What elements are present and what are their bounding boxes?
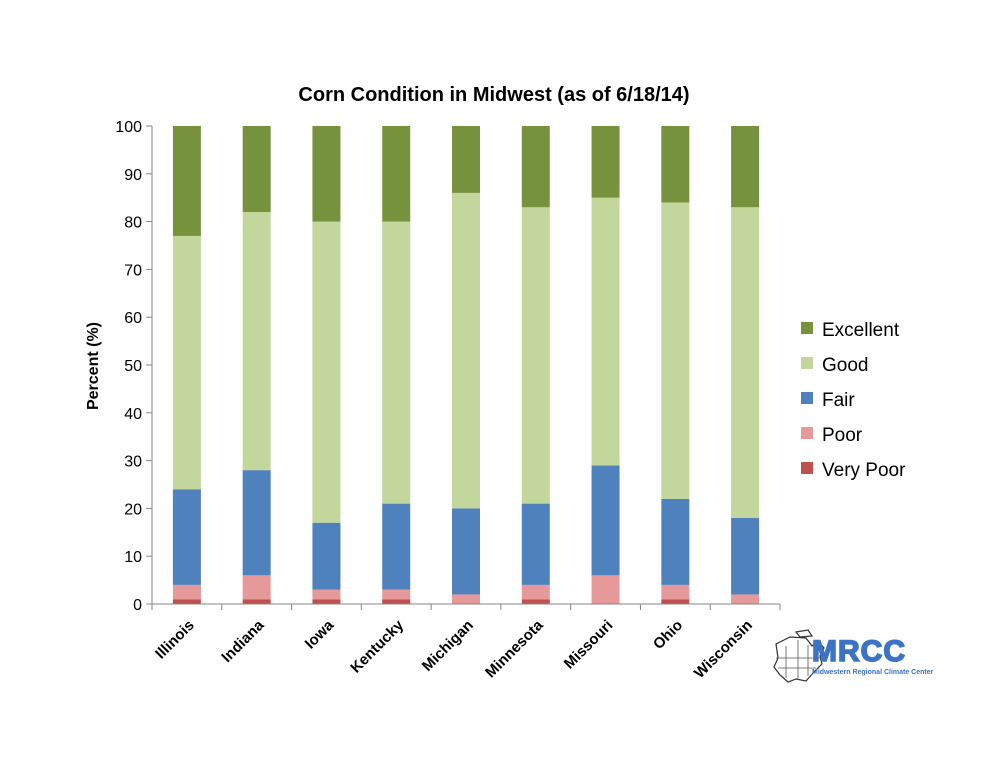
x-tick-label: Iowa [302,616,338,652]
legend-swatch [801,392,813,404]
bar-segment [242,575,271,600]
x-axis: Illinois Indiana Iowa Kentucky Michigan Minne… [151,604,781,682]
logo-name: MRCC [812,635,906,668]
bar-segment [312,522,341,590]
bar-segment [661,599,690,604]
y-tick-label: 100 [115,119,142,136]
y-tick-label: 70 [124,262,142,279]
bar-segment [591,197,620,466]
legend-swatch [801,462,813,474]
bar-segment [172,584,201,600]
bar-segment [452,508,480,595]
y-tick-label: 10 [124,549,142,566]
y-tick-label: 20 [124,501,142,518]
y-tick-label: 30 [124,454,142,471]
bar-segment [172,489,201,585]
bar-segment [452,594,480,604]
bar-segment [731,517,760,595]
bar-segment [661,584,690,600]
y-tick-label: 60 [124,310,142,327]
bar-segment [521,207,550,504]
bar-segment [521,584,550,600]
bar-segment [452,192,480,509]
bar-segment [452,126,480,193]
x-tick-label: Ohio [650,617,686,653]
bar-segment [242,599,271,604]
bar-segment [731,207,760,518]
legend: Excellent Good Fair Poor Very Poor [801,320,906,481]
bar-segment [591,575,620,604]
bar-segment [172,126,201,236]
legend-label: Poor [822,425,863,446]
x-tick-label: Kentucky [347,616,407,676]
bar-segment [312,589,341,600]
bar-segment [382,503,411,590]
bar-segment [521,503,550,585]
bar-segment [731,594,760,604]
midwest-map-icon [773,629,825,683]
logo-subtitle: Midwestern Regional Climate Center [812,669,934,676]
bar-segment [312,599,341,604]
legend-swatch [801,357,813,369]
bar-segment [242,470,271,576]
legend-label: Excellent [822,320,900,341]
y-tick-label: 0 [133,597,142,614]
y-tick-label: 80 [124,215,142,232]
bar-segment [242,212,271,471]
axes-lines [151,126,780,605]
x-tick-label: Wisconsin [691,617,756,682]
bar-segment [521,126,550,208]
bar-segment [312,126,341,222]
x-tick-label: Indiana [218,616,268,666]
y-tick-label: 50 [124,358,142,375]
legend-swatch [801,322,813,334]
bar-segment [242,126,271,213]
mrcc-logo: MRCC Midwestern Regional Climate Center [773,629,934,683]
bar-segment [172,599,201,604]
bar-segment [382,589,411,600]
y-axis-label: Percent (%) [85,322,102,410]
y-axis: 0 10 20 30 40 50 60 70 80 90 100 [115,119,152,614]
bar-segment [382,221,411,504]
bar-segment [382,599,411,604]
x-tick-label: Minnesota [482,616,547,681]
legend-swatch [801,427,813,439]
bar-segment [312,221,341,523]
bar-segment [731,126,760,208]
bar-segment [661,126,690,203]
bar-segment [521,599,550,604]
x-tick-label: Missouri [561,617,617,673]
bar-segment [661,202,690,499]
x-tick-label: Illinois [152,617,198,663]
bar-segment [591,126,620,198]
bar-segment [591,465,620,576]
y-tick-label: 90 [124,167,142,184]
y-tick-label: 40 [124,406,142,423]
x-tick-label: Michigan [419,617,477,675]
bars-group [172,126,760,604]
bar-segment [382,126,411,222]
legend-label: Very Poor [822,460,906,481]
legend-label: Fair [822,390,855,411]
bar-segment [172,235,201,490]
bar-segment [661,498,690,585]
chart-title: Corn Condition in Midwest (as of 6/18/14… [298,84,689,106]
legend-label: Good [822,355,868,376]
